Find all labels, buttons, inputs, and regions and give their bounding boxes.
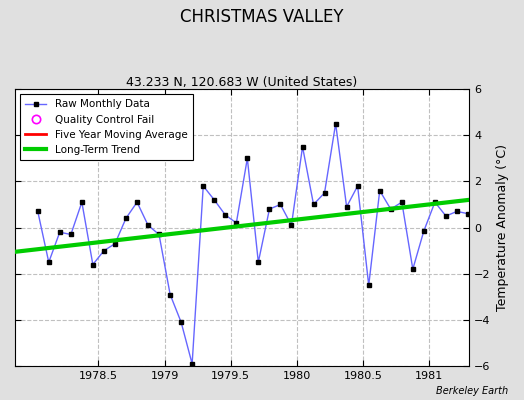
Raw Monthly Data xyxy=(167,292,173,297)
Raw Monthly Data xyxy=(432,200,438,204)
Y-axis label: Temperature Anomaly (°C): Temperature Anomaly (°C) xyxy=(496,144,509,311)
Raw Monthly Data xyxy=(377,188,383,193)
Raw Monthly Data xyxy=(90,262,96,267)
Raw Monthly Data xyxy=(200,184,206,188)
Raw Monthly Data xyxy=(211,198,217,202)
Raw Monthly Data xyxy=(454,209,460,214)
Raw Monthly Data xyxy=(410,267,416,272)
Raw Monthly Data xyxy=(288,223,294,228)
Raw Monthly Data xyxy=(156,232,162,237)
Raw Monthly Data xyxy=(255,260,261,265)
Raw Monthly Data xyxy=(68,232,74,237)
Raw Monthly Data xyxy=(443,214,449,218)
Raw Monthly Data xyxy=(333,121,339,126)
Raw Monthly Data xyxy=(145,223,151,228)
Raw Monthly Data xyxy=(354,184,361,188)
Raw Monthly Data xyxy=(222,212,228,217)
Raw Monthly Data xyxy=(189,362,195,366)
Raw Monthly Data xyxy=(35,209,41,214)
Raw Monthly Data xyxy=(310,202,316,207)
Raw Monthly Data xyxy=(277,202,283,207)
Raw Monthly Data xyxy=(134,200,140,204)
Raw Monthly Data xyxy=(399,200,405,204)
Raw Monthly Data xyxy=(178,320,184,325)
Raw Monthly Data xyxy=(57,230,63,234)
Text: CHRISTMAS VALLEY: CHRISTMAS VALLEY xyxy=(180,8,344,26)
Raw Monthly Data xyxy=(388,207,394,212)
Raw Monthly Data xyxy=(366,283,372,288)
Raw Monthly Data xyxy=(321,190,328,195)
Text: Berkeley Earth: Berkeley Earth xyxy=(436,386,508,396)
Raw Monthly Data xyxy=(299,144,305,149)
Raw Monthly Data xyxy=(101,248,107,253)
Raw Monthly Data xyxy=(266,207,272,212)
Title: 43.233 N, 120.683 W (United States): 43.233 N, 120.683 W (United States) xyxy=(126,76,358,89)
Raw Monthly Data xyxy=(244,156,250,161)
Line: Raw Monthly Data: Raw Monthly Data xyxy=(35,121,471,366)
Raw Monthly Data xyxy=(465,211,471,216)
Raw Monthly Data xyxy=(46,260,52,265)
Raw Monthly Data xyxy=(344,204,350,209)
Raw Monthly Data xyxy=(112,241,118,246)
Raw Monthly Data xyxy=(233,220,239,225)
Raw Monthly Data xyxy=(79,200,85,204)
Raw Monthly Data xyxy=(421,229,427,234)
Legend: Raw Monthly Data, Quality Control Fail, Five Year Moving Average, Long-Term Tren: Raw Monthly Data, Quality Control Fail, … xyxy=(20,94,192,160)
Raw Monthly Data xyxy=(123,216,129,221)
